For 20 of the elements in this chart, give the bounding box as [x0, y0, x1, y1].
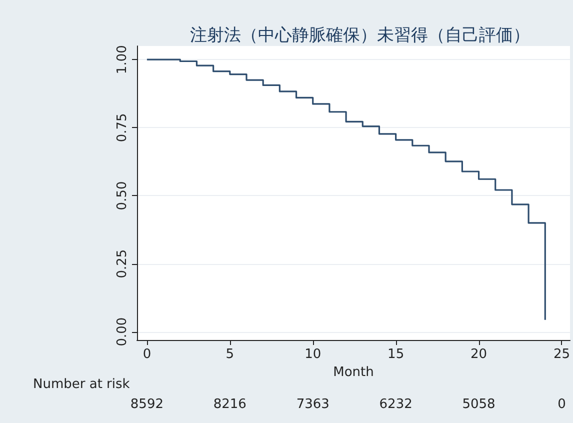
text: Number at risk [33, 377, 130, 392]
y-tick-label: 1.00 [115, 45, 130, 74]
text: 8216 [213, 397, 246, 412]
chart-title: 注射法（中心静脈確保）未習得（自己評価） [190, 26, 530, 46]
x-tick-label: 15 [388, 347, 404, 362]
text: 7363 [296, 397, 330, 412]
y-tick-label: 0.75 [115, 113, 130, 142]
x-tick-label: 5 [226, 347, 234, 362]
x-tick-label: 25 [553, 347, 570, 362]
y-tick-label: 0.25 [115, 249, 130, 278]
text: 6232 [379, 397, 412, 412]
x-tick-label: 0 [142, 347, 152, 362]
text: 0 [558, 397, 566, 412]
text: 5058 [462, 397, 496, 412]
x-tick-label: 20 [470, 347, 488, 362]
x-tick-label: 10 [304, 347, 322, 362]
y-tick-label: 0.50 [115, 181, 130, 210]
x-axis-title: Month [333, 364, 374, 380]
text: 8592 [130, 397, 164, 412]
y-tick-label: 0.00 [115, 317, 130, 346]
